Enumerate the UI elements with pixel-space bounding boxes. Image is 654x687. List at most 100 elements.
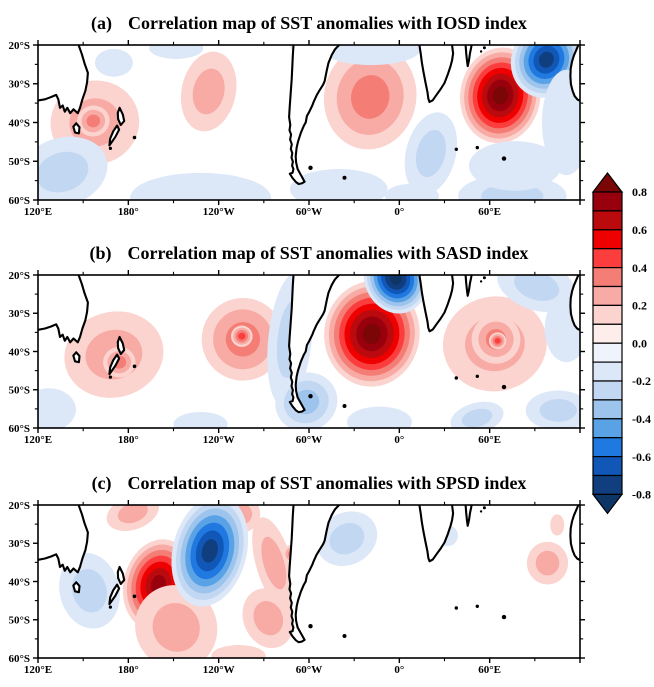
coastline-australia-east [38, 275, 89, 344]
landmask-west-australia [570, 505, 580, 561]
coastline-new-zealand-north [116, 335, 126, 355]
x-tick-label: 120°E [24, 664, 52, 676]
correlation-contour [468, 141, 562, 191]
correlation-contour [494, 338, 501, 344]
coastline-madagascar [464, 275, 473, 297]
panel-b-label: (b) [90, 243, 112, 264]
colorbar-cell [592, 323, 623, 344]
correlation-contour [322, 45, 421, 66]
x-tick-label: 60°E [478, 664, 501, 676]
island-dot-stewart-island [108, 375, 112, 379]
island-dot-prince-edward [454, 376, 458, 380]
colorbar: 0.8 0.6 0.4 0.2 0.0 -0.2 -0.4 -0.6 -0.8 [591, 172, 651, 515]
colorbar-cell [592, 380, 623, 401]
colorbar-arrow-bottom [591, 493, 624, 515]
correlation-contour [238, 332, 246, 340]
island-dot-stewart-island [108, 605, 112, 609]
correlation-contour [94, 48, 133, 77]
island-dot-south-georgia [342, 634, 347, 638]
colorbar-tick-label: -0.4 [632, 412, 651, 426]
coastline-south-america [288, 45, 341, 186]
island-dot-chatham-island [132, 364, 137, 369]
landmask-west-australia [570, 275, 580, 331]
correlation-contour [72, 568, 107, 613]
panel-b-title: (b) Correlation map of SST anomalies with… [90, 243, 529, 264]
y-tick-label: 50°S [8, 385, 30, 397]
x-tick-label: 0° [394, 206, 404, 218]
correlation-contour [384, 183, 440, 200]
island-dot-reunion [479, 280, 483, 283]
colorbar-cell [592, 474, 623, 495]
panel-a-title-text: Correlation map of SST anomalies with IO… [128, 13, 527, 33]
y-tick-label: 20°S [8, 500, 30, 512]
coastline-west-australia [569, 505, 580, 562]
coastline-madagascar [464, 45, 473, 68]
island-dot-mauritius [482, 276, 486, 280]
colorbar-cell [592, 361, 623, 382]
colorbar-tick-label: 0.8 [632, 185, 647, 199]
x-tick-label: 120°W [203, 434, 235, 446]
y-tick-label: 60°S [8, 653, 30, 665]
correlation-contour [290, 169, 388, 200]
axes: 120°E 180° 120°W 60°W 0° 60°E 20°S 30°S 40°S 50°S… [8, 40, 585, 218]
y-tick-label: 30°S [8, 79, 30, 91]
x-tick-label: 60°E [478, 206, 501, 218]
island-dot-falkland-islands [308, 624, 313, 629]
correlation-contour [492, 86, 508, 105]
island-dot-south-georgia [342, 404, 347, 408]
correlation-contour [201, 539, 218, 563]
coastline-africa [418, 505, 455, 563]
coastline-west-australia [569, 45, 580, 102]
landmask-africa [419, 45, 454, 102]
correlation-contour [130, 172, 272, 200]
coastline-tasmania [72, 351, 81, 364]
contour-field [59, 505, 569, 658]
landmask-west-australia [570, 45, 580, 101]
island-dot-reunion [479, 510, 483, 513]
colorbar-cell [592, 248, 623, 269]
axes: 120°E 180° 120°W 60°W 0° 60°E 20°S 30°S 40°S 50°S… [8, 500, 585, 676]
panel-a-title: (a) Correlation map of SST anomalies with… [91, 13, 527, 34]
y-tick-label: 20°S [8, 40, 30, 52]
island-dot-chatham-island [132, 135, 137, 140]
y-tick-label: 30°S [8, 538, 30, 550]
colorbar-tick-label: -0.6 [632, 450, 651, 464]
landmask-australia-east [38, 45, 88, 114]
x-tick-label: 0° [394, 664, 404, 676]
colorbar-cell [592, 304, 623, 325]
x-tick-label: 60°W [296, 206, 322, 218]
correlation-contour [514, 275, 560, 301]
island-dot-crozet [475, 145, 479, 150]
x-tick-label: 180° [118, 664, 139, 676]
island-dot-kerguelen [501, 156, 507, 161]
y-tick-label: 40°S [8, 346, 30, 358]
island-dot-crozet [475, 604, 479, 608]
panel-a-label: (a) [91, 13, 112, 34]
island-dot-mauritius [482, 506, 486, 510]
correlation-contour [86, 114, 101, 128]
correlation-contour [192, 68, 225, 115]
coastlines [38, 45, 580, 186]
coastline-south-america [288, 275, 341, 414]
correlation-contour [362, 323, 381, 344]
colorbar-tick-label: -0.2 [632, 374, 651, 388]
colorbar-cell [592, 342, 623, 363]
x-tick-label: 120°W [203, 206, 235, 218]
island-dot-prince-edward [454, 606, 458, 610]
correlation-contour [538, 51, 554, 68]
island-dot-south-georgia [342, 175, 347, 180]
panel-c-map: 120°E 180° 120°W 60°W 0° 60°E 20°S 30°S 40°S 50°S… [8, 500, 585, 676]
coastline-new-zealand-north [116, 106, 126, 127]
coastline-australia-east [38, 505, 89, 574]
x-tick-label: 120°E [24, 206, 52, 218]
colorbar-cell [592, 456, 623, 477]
colorbar-cell [592, 285, 623, 306]
landmask-south-america [289, 505, 340, 643]
axes: 120°E 180° 120°W 60°W 0° 60°E 20°S 30°S 40°S 50°S… [8, 270, 585, 446]
panel-c-title-text: Correlation map of SST anomalies with SP… [128, 473, 527, 493]
colorbar-cell [592, 418, 623, 439]
correlation-contour [38, 151, 89, 193]
correlation-contour [415, 129, 446, 178]
island-dot-chatham-island [132, 594, 137, 599]
